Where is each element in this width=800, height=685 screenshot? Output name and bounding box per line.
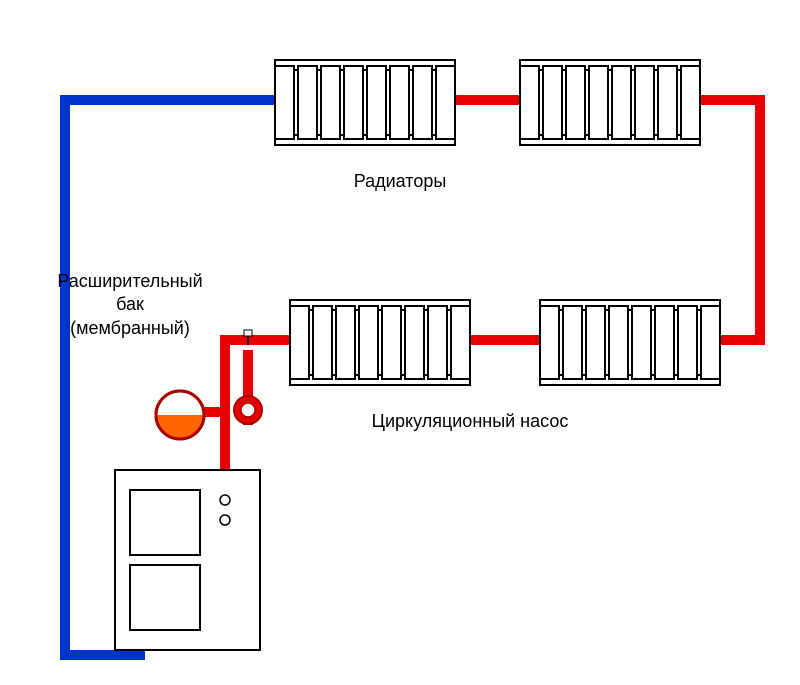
boiler bbox=[115, 470, 260, 650]
pump-icon bbox=[234, 396, 262, 424]
expansion-tank-label: Расширительный бак (мембранный) bbox=[40, 270, 220, 340]
heating-diagram bbox=[0, 0, 800, 685]
pump-label: Циркуляционный насос bbox=[340, 410, 600, 433]
radiator bbox=[275, 60, 455, 145]
expansion-tank-icon bbox=[156, 391, 204, 439]
radiator bbox=[290, 300, 470, 385]
air-vent-icon bbox=[244, 330, 252, 336]
radiator bbox=[520, 60, 700, 145]
radiators-label: Радиаторы bbox=[300, 170, 500, 193]
radiator bbox=[540, 300, 720, 385]
